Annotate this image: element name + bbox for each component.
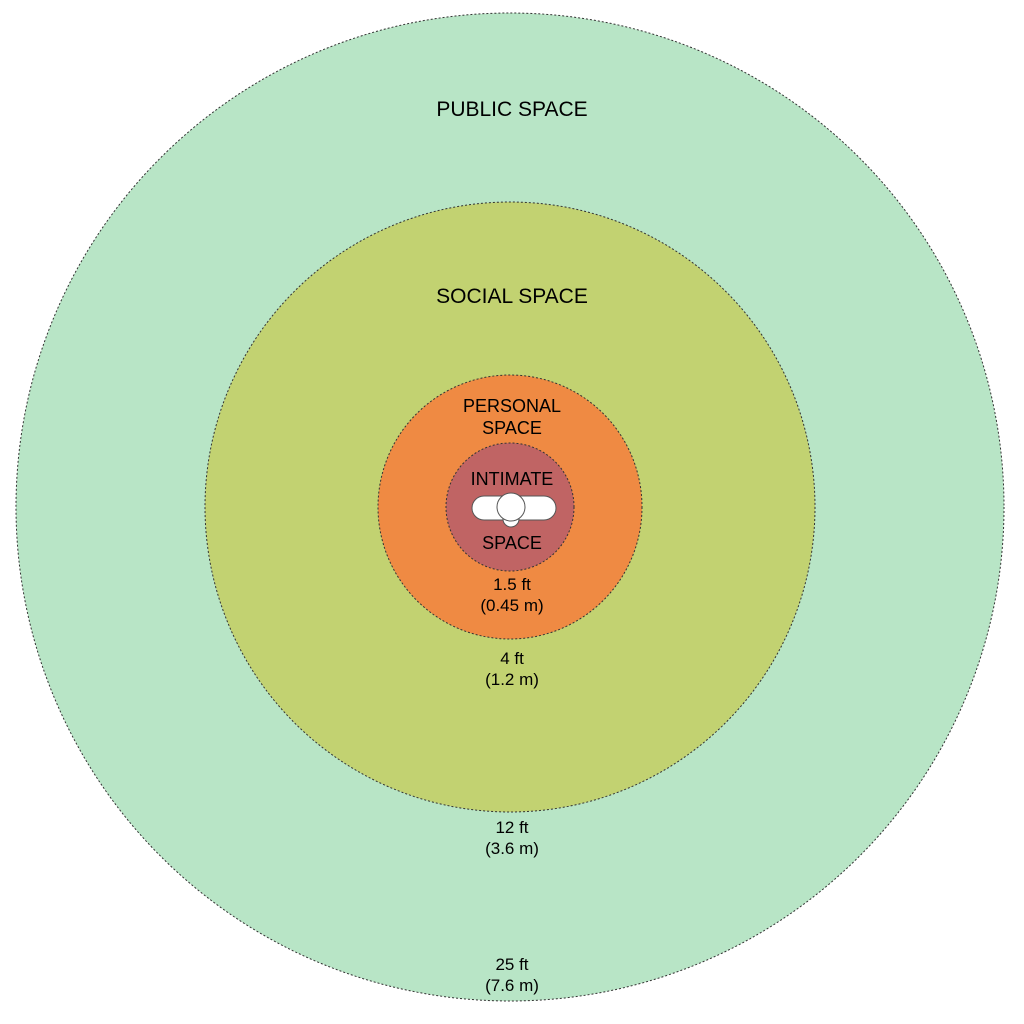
person-top-view-icon [471, 492, 557, 528]
public-space-distance-m: (7.6 m) [485, 976, 539, 995]
intimate-space-title-line2: SPACE [482, 533, 542, 553]
public-space-title: PUBLIC SPACE [436, 98, 588, 121]
public-space-distance-ft: 25 ft [495, 955, 529, 974]
personal-space-title-line1: PERSONAL [462, 396, 562, 416]
intimate-space-title-line1: INTIMATE [470, 469, 554, 489]
social-space-distance-m: (3.6 m) [485, 839, 539, 858]
intimate-space-distance-m: (0.45 m) [480, 596, 544, 615]
social-space-title: SOCIAL SPACE [436, 285, 588, 308]
personal-space-distance-ft: 4 ft [500, 649, 524, 668]
personal-space-distance-m: (1.2 m) [485, 670, 539, 689]
social-space-distance-ft: 12 ft [495, 818, 529, 837]
personal-space-title-line2: SPACE [482, 418, 542, 438]
intimate-space-distance-ft: 1.5 ft [493, 575, 531, 594]
